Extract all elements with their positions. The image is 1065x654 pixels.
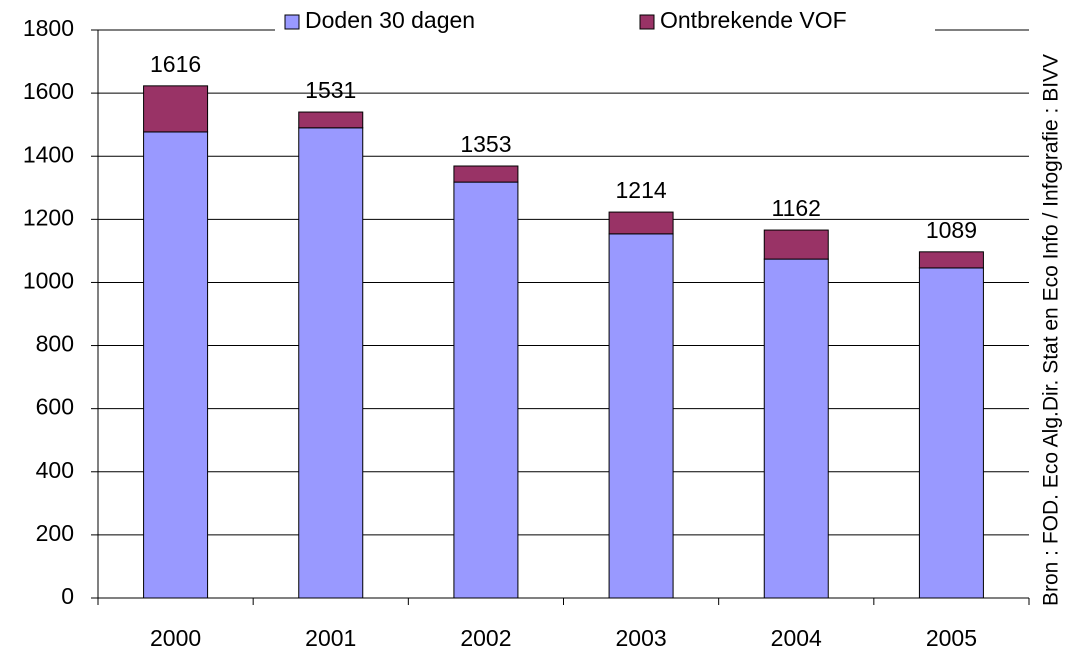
bar-segment xyxy=(453,165,519,183)
legend-swatch xyxy=(639,14,655,30)
total-label: 1531 xyxy=(305,77,356,103)
bar-segment xyxy=(453,181,519,599)
legend-swatch xyxy=(284,14,300,30)
y-tick-label: 800 xyxy=(36,331,74,357)
y-tick-label: 1400 xyxy=(23,141,74,167)
legend-label: Doden 30 dagen xyxy=(305,7,475,33)
x-tick-label: 2005 xyxy=(926,625,977,651)
y-tick-label: 0 xyxy=(61,583,74,609)
x-tick-label: 2003 xyxy=(615,625,666,651)
bar-segment xyxy=(608,233,674,599)
total-label: 1214 xyxy=(615,177,666,203)
bar-segment xyxy=(763,258,829,599)
x-tick-label: 2004 xyxy=(771,625,822,651)
total-label: 1089 xyxy=(926,217,977,243)
total-label: 1353 xyxy=(460,131,511,157)
y-tick-label: 1600 xyxy=(23,78,74,104)
y-tick-label: 600 xyxy=(36,394,74,420)
y-tick-label: 1200 xyxy=(23,204,74,230)
bar-segment xyxy=(143,131,209,599)
bar-segment xyxy=(918,251,984,269)
legend-box xyxy=(275,8,935,42)
y-tick-label: 1800 xyxy=(23,15,74,41)
total-label: 1162 xyxy=(772,195,821,221)
bar-segment xyxy=(298,127,364,599)
x-tick-label: 2002 xyxy=(460,625,511,651)
bar-segment xyxy=(298,111,364,129)
x-tick-label: 2000 xyxy=(150,625,201,651)
bar-segment xyxy=(918,267,984,599)
bar-segment xyxy=(763,229,829,260)
y-tick-label: 200 xyxy=(36,520,74,546)
total-label: 1616 xyxy=(150,51,201,77)
x-tick-label: 2001 xyxy=(305,625,356,651)
bar-segment xyxy=(143,85,209,133)
y-tick-label: 1000 xyxy=(23,268,74,294)
y-tick-label: 400 xyxy=(36,457,74,483)
legend-label: Ontbrekende VOF xyxy=(660,7,847,33)
source-note: Bron : FOD. Eco Alg.Dir. Stat en Eco Inf… xyxy=(1040,54,1063,606)
bar-segment xyxy=(608,211,674,235)
